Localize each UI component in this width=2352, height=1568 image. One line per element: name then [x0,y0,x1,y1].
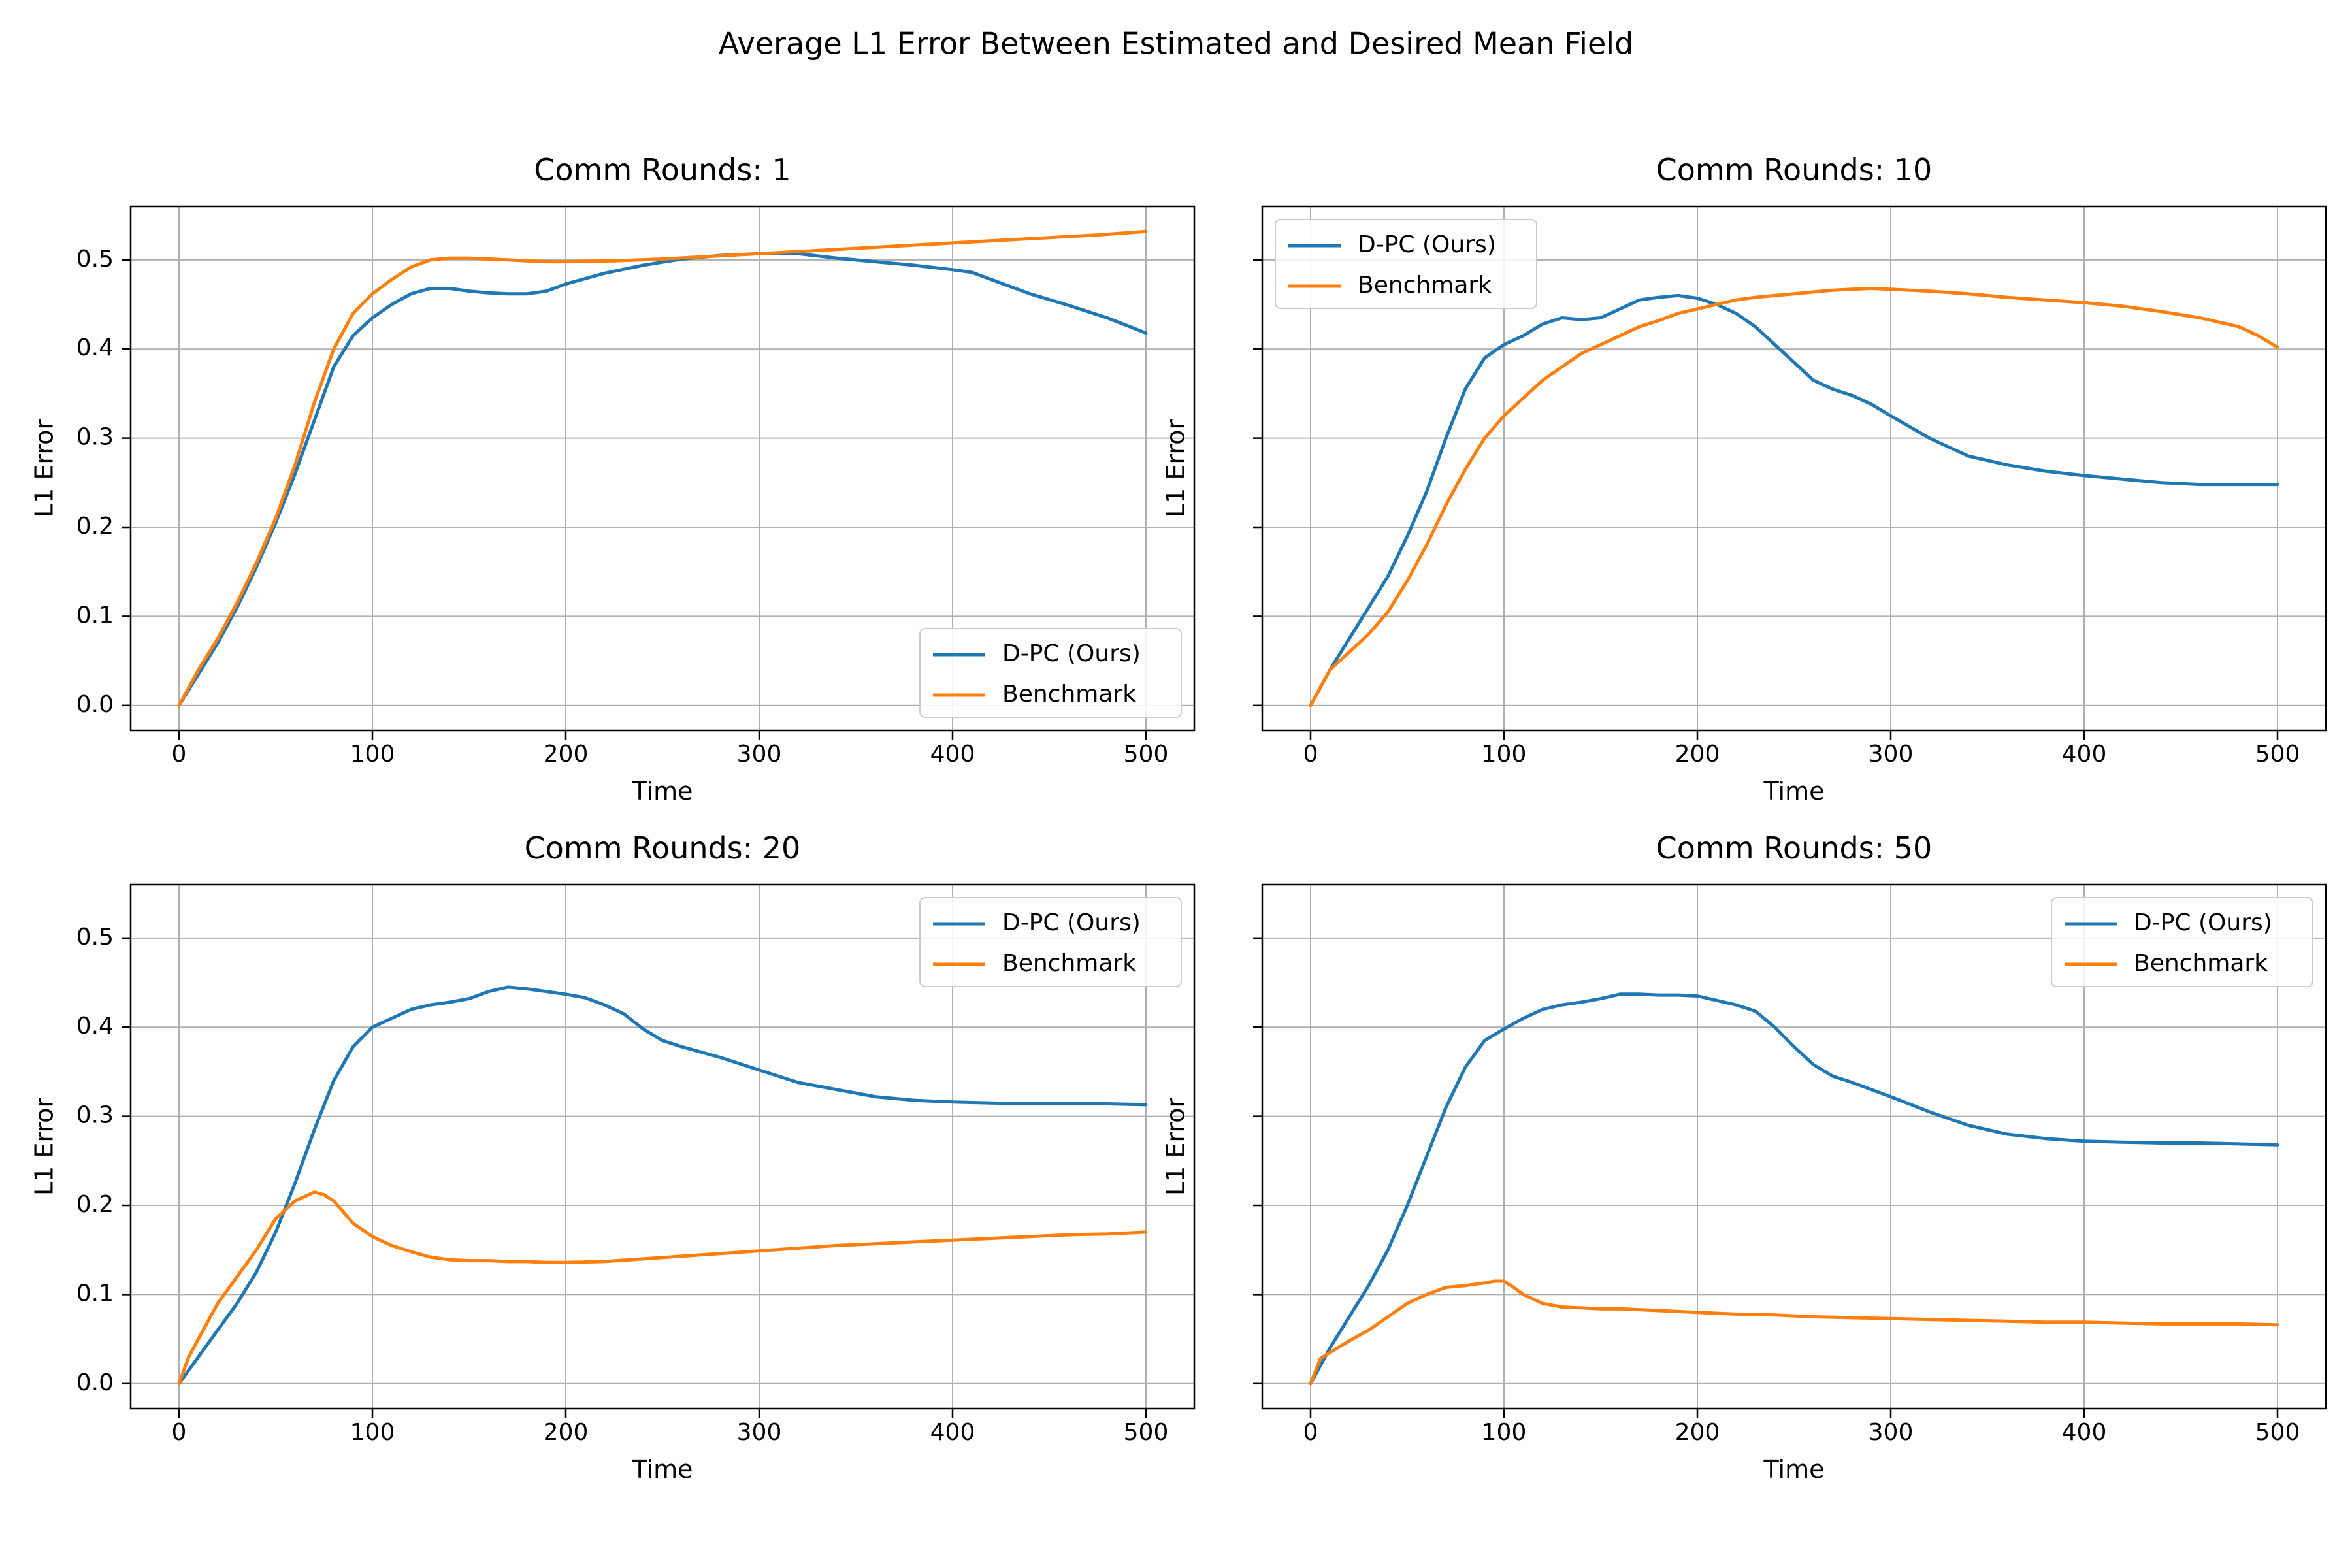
legend-dpc-label: D-PC (Ours) [1002,640,1141,667]
x-tick-label: 500 [2255,741,2300,768]
subplot-2: 0 100 200 300 400 500 Comm Rounds: 10 Time L1 Er… [1162,152,2327,806]
y-axis-label: L1 Error [1162,1098,1190,1196]
x-tick-label: 300 [737,1419,782,1446]
series-group [177,229,1148,708]
x-tick-label: 500 [1124,741,1169,768]
y-axis-label: L1 Error [30,1098,59,1196]
x-tick-label: 500 [2255,1419,2300,1446]
x-tick-label: 100 [1482,741,1527,768]
subplot-title: Comm Rounds: 10 [1656,152,1933,188]
y-tick-label: 0.3 [76,424,114,451]
subplot-grid: 0 100 200 300 400 500 0.0 0.1 0.2 0.3 0.4 0.5 Comm R… [30,152,2327,1484]
x-tick-label: 0 [172,1419,187,1446]
subplot-3: 0 100 200 300 400 500 0.0 0.1 0.2 0.3 0.4 0.5 Comm R… [30,830,1196,1484]
axes-frame [129,205,1196,732]
series-group [1309,992,2279,1386]
y-tick-label: 0.5 [76,246,114,272]
y-tick-label: 0.2 [76,1191,114,1218]
legend-benchmark-label: Benchmark [1358,272,1492,299]
x-axis-label: Time [632,777,693,806]
legend-dpc-label: D-PC (Ours) [1358,231,1496,258]
benchmark-line [177,1190,1148,1386]
y-tick-label: 0.2 [76,513,114,540]
subplot-title: Comm Rounds: 50 [1656,830,1933,866]
subplot-title: Comm Rounds: 1 [534,152,791,188]
subplot-4: 0 100 200 300 400 500 Comm Rounds: 50 Time L1 Er… [1162,830,2327,1484]
grid [131,206,1194,730]
y-axis-label: L1 Error [1162,419,1190,517]
x-tick-label: 200 [544,1419,589,1446]
legend-benchmark-label: Benchmark [1002,681,1136,708]
x-axis-label: Time [632,1455,693,1484]
y-tick-label: 0.0 [76,1369,114,1396]
dpc-line [1309,992,2279,1386]
legend: D-PC (Ours) Benchmark [2051,897,2313,987]
y-tick-label: 0.4 [76,1013,114,1039]
x-tick-label: 0 [1303,1419,1318,1446]
y-tick-label: 0.4 [76,335,114,361]
x-tick-label: 400 [930,1419,975,1446]
dpc-line [177,985,1148,1386]
x-tick-label: 0 [1303,741,1318,768]
x-tick-label: 400 [930,741,975,768]
subplot-1: 0 100 200 300 400 500 0.0 0.1 0.2 0.3 0.4 0.5 Comm R… [30,152,1196,806]
x-axis-label: Time [1763,1455,1825,1484]
x-tick-label: 100 [1482,1419,1527,1446]
series-group [177,985,1148,1386]
y-tick-label: 0.0 [76,691,114,718]
x-tick-label: 200 [1675,1419,1720,1446]
axes-frame [1261,883,2327,1410]
legend: D-PC (Ours) Benchmark [1275,219,1537,309]
y-tick-label: 0.5 [76,924,114,951]
legend-benchmark-label: Benchmark [2134,950,2268,977]
x-tick-label: 300 [737,741,782,768]
legend: D-PC (Ours) Benchmark [919,897,1182,987]
x-tick-label: 200 [544,741,589,768]
x-tick-label: 100 [350,1419,395,1446]
subplot-title: Comm Rounds: 20 [525,830,801,866]
x-tick-label: 100 [350,741,395,768]
y-axis-label: L1 Error [30,419,59,517]
legend-benchmark-label: Benchmark [1002,950,1136,977]
figure-title: Average L1 Error Between Estimated and D… [719,26,1633,61]
x-tick-label: 200 [1675,741,1720,768]
benchmark-line [1309,1279,2279,1386]
dpc-line [1309,293,2279,708]
x-tick-label: 500 [1124,1419,1169,1446]
y-tick-label: 0.1 [76,1280,114,1307]
x-tick-label: 300 [1869,1419,1914,1446]
legend: D-PC (Ours) Benchmark [919,628,1182,718]
legend-dpc-label: D-PC (Ours) [2134,909,2272,936]
x-tick-label: 400 [2062,741,2107,768]
x-tick-label: 400 [2062,1419,2107,1446]
axes-frame [129,883,1196,1410]
benchmark-line [1309,287,2279,708]
x-axis-label: Time [1763,777,1825,806]
y-tick-label: 0.3 [76,1102,114,1129]
y-tick-label: 0.1 [76,602,114,629]
axes-frame [1261,205,2327,732]
series-group [1309,287,2279,708]
benchmark-line [177,229,1148,708]
x-tick-label: 300 [1869,741,1914,768]
legend-dpc-label: D-PC (Ours) [1002,909,1141,936]
dpc-line [177,252,1148,708]
x-tick-label: 0 [172,741,187,768]
